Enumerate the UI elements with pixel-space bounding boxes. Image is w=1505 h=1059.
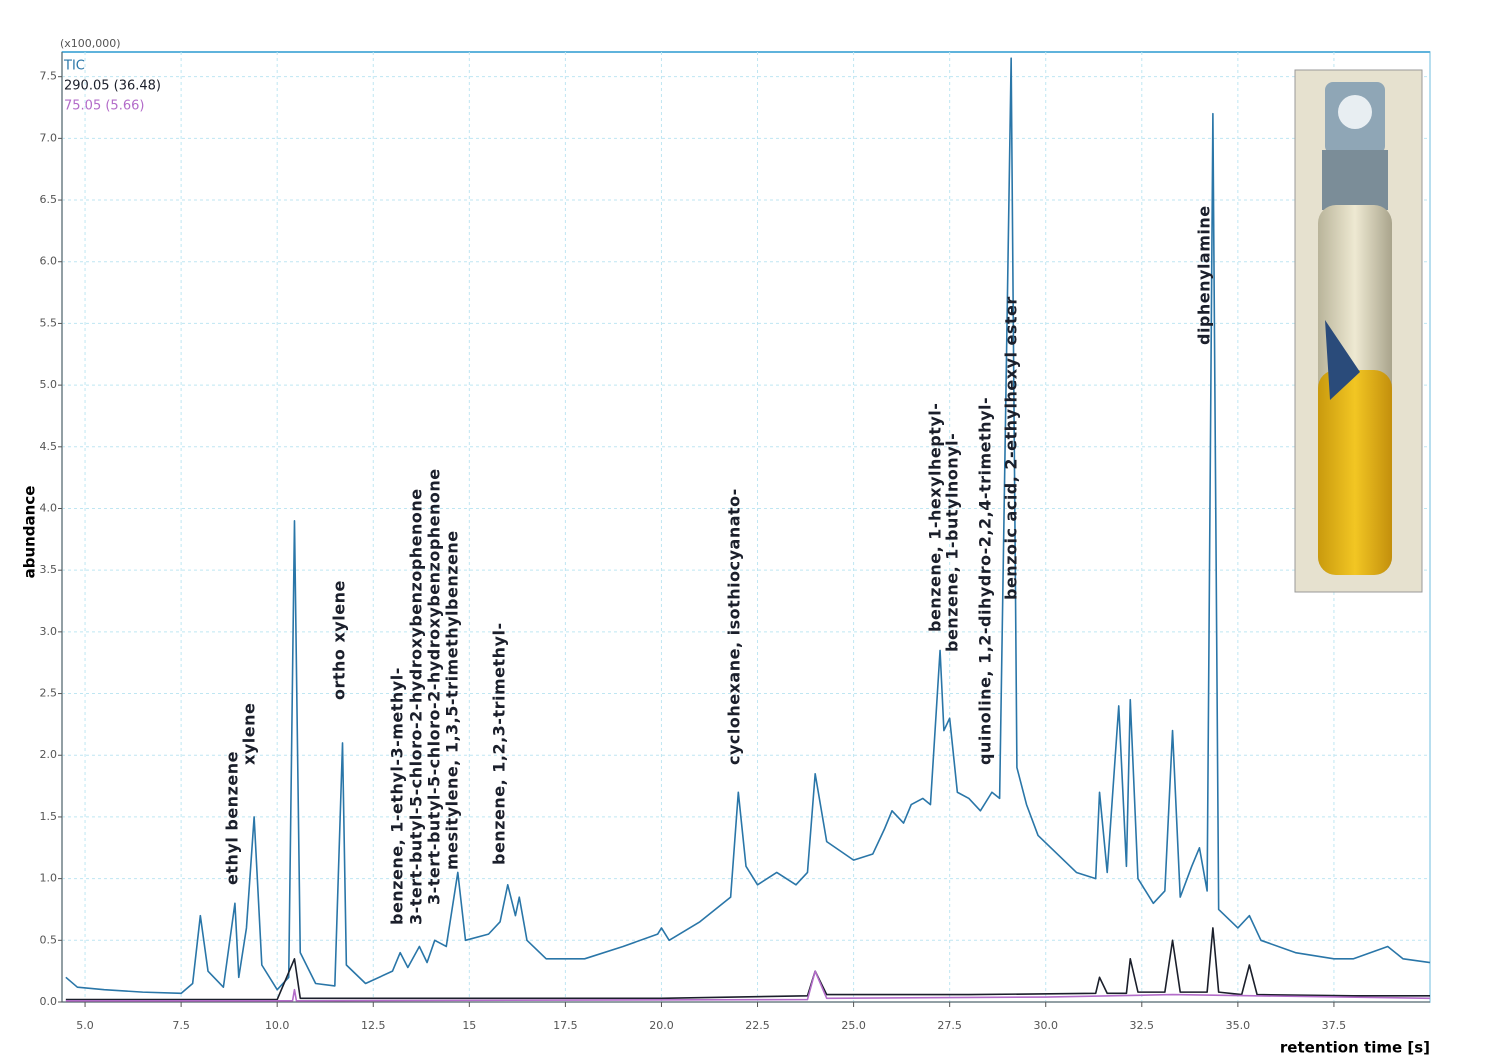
x-tick-label: 32.5	[1130, 1019, 1155, 1032]
y-tick-label: 2.0	[40, 748, 58, 761]
peak-label: mesitylene, 1,3,5-trimethylbenzene	[443, 530, 462, 870]
x-tick-label: 20.0	[649, 1019, 674, 1032]
y-tick-label: 2.5	[40, 687, 58, 700]
peak-label: ethyl benzene	[223, 751, 242, 885]
peak-label: diphenylamine	[1195, 205, 1214, 345]
chart: (x100,000) abundance retention time [s] …	[0, 0, 1505, 1059]
x-tick-label: 5.0	[76, 1019, 94, 1032]
y-tick-label: 0.5	[40, 933, 58, 946]
peak-label: benzene, 1-ethyl-3-methyl-	[388, 667, 407, 925]
y-tick-label: 0.0	[40, 995, 58, 1008]
y-tick-label: 5.5	[40, 316, 58, 329]
legend-entry: 290.05 (36.48)	[64, 79, 161, 94]
x-tick-label: 10.0	[265, 1019, 290, 1032]
vial-photo	[1295, 70, 1422, 592]
peak-label: xylene	[240, 703, 259, 765]
x-tick-label: 7.5	[172, 1019, 190, 1032]
y-tick-label: 7.0	[40, 131, 58, 144]
x-axis-label: retention time [s]	[1280, 1039, 1430, 1057]
x-tick-label: 25.0	[841, 1019, 866, 1032]
peak-label: ortho xylene	[330, 580, 349, 700]
y-tick-label: 4.0	[40, 501, 58, 514]
x-tick-label: 35.0	[1226, 1019, 1251, 1032]
x-tick-label: 22.5	[745, 1019, 770, 1032]
y-tick-label: 4.5	[40, 440, 58, 453]
peak-label: benzoic acid, 2-ethylhexyl ester	[1002, 296, 1021, 600]
x-tick-label: 30.0	[1033, 1019, 1058, 1032]
y-tick-label: 6.5	[40, 193, 58, 206]
legend-entry: 75.05 (5.66)	[64, 99, 144, 114]
peak-label: benzene, 1,2,3-trimethyl-	[490, 622, 509, 865]
y-tick-label: 7.5	[40, 70, 58, 83]
peak-label: benzene, 1-butylnonyl-	[943, 433, 962, 652]
y-tick-label: 3.0	[40, 625, 58, 638]
x-tick-label: 15	[462, 1019, 476, 1032]
x-tick-label: 27.5	[937, 1019, 962, 1032]
peak-label: 3-tert-butyl-5-chloro-2-hydroxybenzophen…	[407, 488, 426, 925]
page: (x100,000) abundance retention time [s] …	[0, 0, 1505, 1059]
series-line	[66, 58, 1430, 993]
y-tick-label: 3.5	[40, 563, 58, 576]
x-tick-label: 17.5	[553, 1019, 578, 1032]
y-scale-label: (x100,000)	[60, 37, 121, 50]
y-tick-label: 5.0	[40, 378, 58, 391]
series-line	[66, 928, 1430, 1000]
y-tick-label: 1.0	[40, 872, 58, 885]
y-tick-label: 1.5	[40, 810, 58, 823]
peak-label: quinoline, 1,2-dihydro-2,2,4-trimethyl-	[976, 397, 995, 765]
peak-label: 3-tert-butyl-5-chloro-2-hydroxybenzophen…	[425, 468, 444, 905]
x-tick-label: 12.5	[361, 1019, 386, 1032]
x-tick-label: 37.5	[1322, 1019, 1347, 1032]
peak-label: cyclohexane, isothiocyanato-	[725, 488, 744, 765]
y-axis-label: abundance	[21, 486, 39, 579]
y-tick-label: 6.0	[40, 255, 58, 268]
legend-entry: TIC	[63, 59, 85, 74]
